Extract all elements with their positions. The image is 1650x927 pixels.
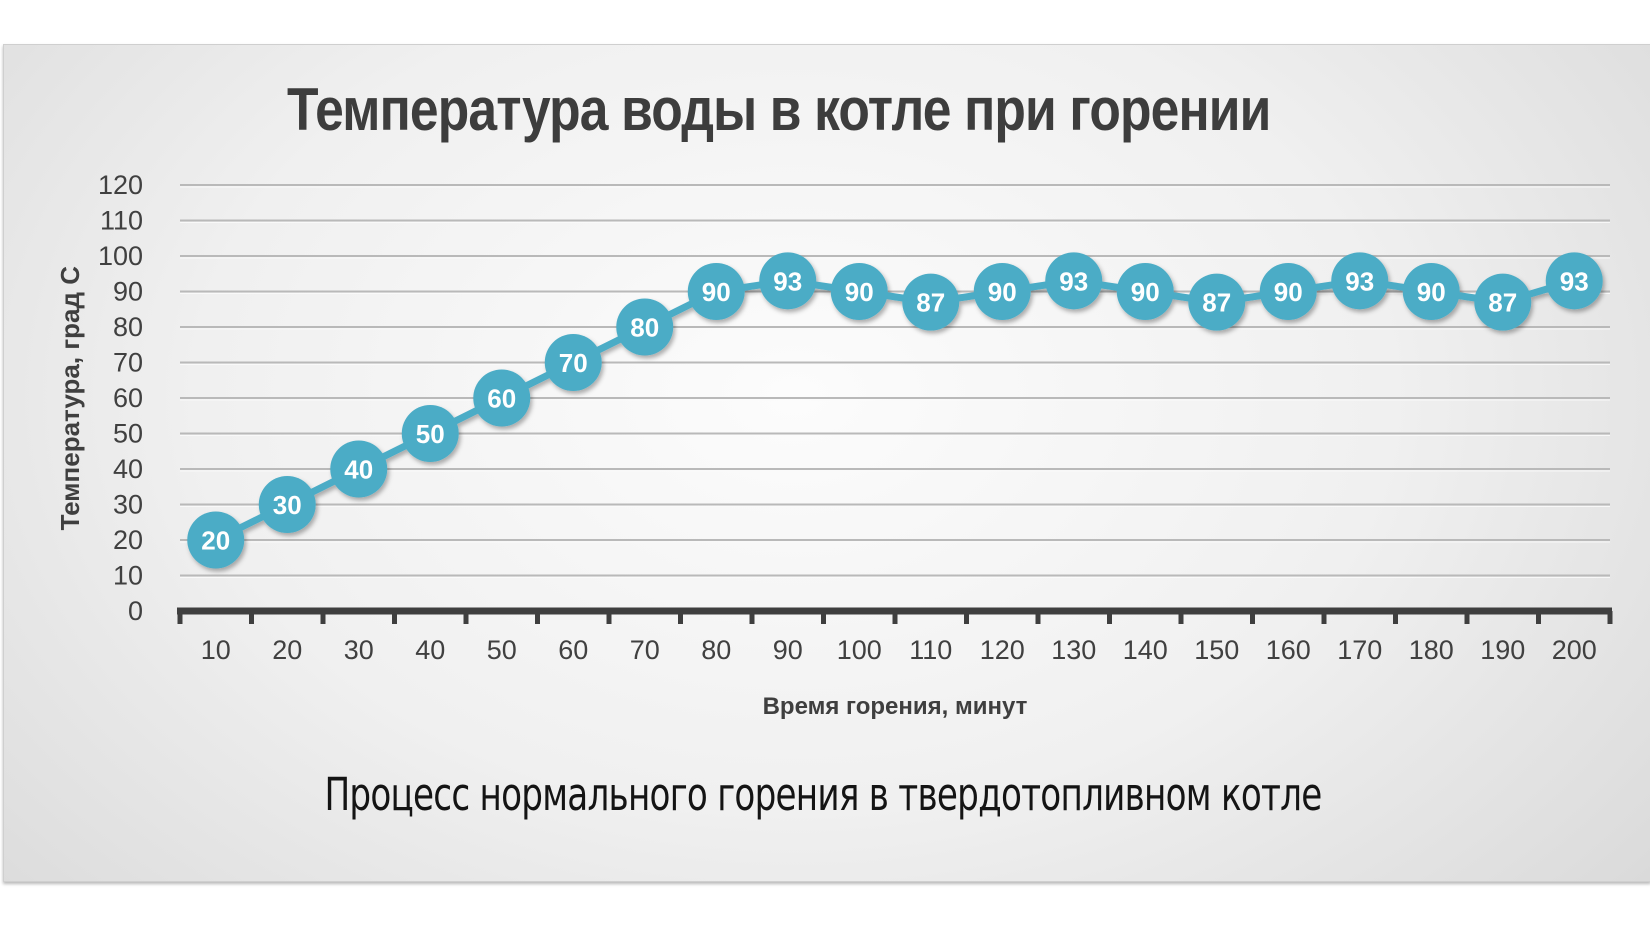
y-tick-label: 30 (113, 490, 143, 520)
data-point-marker (1259, 263, 1317, 320)
data-point-marker (1045, 252, 1103, 310)
x-tick-label: 100 (837, 635, 882, 665)
y-tick-label: 20 (113, 525, 143, 555)
x-tick-label: 160 (1266, 635, 1311, 665)
data-point-label: 93 (1345, 266, 1374, 296)
data-point-marker (544, 334, 602, 391)
data-point-label: 90 (1417, 277, 1446, 307)
data-point-marker (687, 263, 745, 320)
data-point-label: 93 (773, 266, 802, 296)
x-tick-label: 40 (415, 635, 445, 665)
data-point-label: 93 (1560, 266, 1589, 296)
data-point-label: 30 (273, 490, 302, 520)
x-tick-label: 50 (487, 635, 517, 665)
data-point-label: 90 (845, 277, 874, 307)
tick-labels: 0 10 20 30 40 50 60 70 80 90 100 110 120 10 20 30 40 50 60… (98, 170, 1597, 665)
y-tick-label: 100 (98, 241, 143, 271)
x-tick-label: 10 (201, 635, 231, 665)
data-point-label: 60 (487, 384, 516, 414)
x-tick-label: 60 (558, 635, 588, 665)
temperature-series: 20 30 40 50 60 70 80 90 93 90 87 90 93 90 87 90 93 90 87 93 (187, 252, 1603, 569)
data-point-label: 80 (630, 313, 659, 343)
x-tick-label: 20 (272, 635, 302, 665)
data-point-marker (902, 273, 960, 331)
data-point-marker (401, 405, 459, 462)
data-point-marker (759, 252, 817, 310)
data-point-label: 87 (916, 288, 945, 318)
data-point-label: 70 (559, 348, 588, 378)
axes (177, 607, 1613, 624)
x-tick-label: 110 (909, 635, 952, 665)
y-tick-label: 40 (113, 454, 143, 484)
slide-background (3, 44, 1650, 882)
data-point-label: 90 (988, 277, 1017, 307)
y-tick-label: 70 (113, 348, 143, 378)
gridlines (180, 184, 1610, 578)
data-point-marker (616, 298, 674, 356)
slide-caption: Процесс нормального горения в твердотопл… (0, 766, 1646, 826)
data-point-label: 90 (702, 277, 731, 307)
x-tick-label: 130 (1051, 635, 1096, 665)
y-tick-label: 60 (113, 383, 143, 413)
data-point-label: 87 (1202, 288, 1231, 318)
data-point-label: 20 (201, 526, 230, 556)
y-tick-label: 80 (113, 312, 143, 342)
x-tick-label: 150 (1194, 635, 1239, 665)
x-tick-label: 80 (701, 635, 731, 665)
data-point-marker (330, 440, 388, 498)
data-point-marker (1545, 252, 1603, 310)
data-point-label: 50 (416, 419, 445, 449)
y-tick-label: 90 (113, 277, 143, 307)
data-point-label: 90 (1274, 277, 1303, 307)
x-tick-label: 30 (344, 635, 374, 665)
data-point-marker (1474, 273, 1532, 331)
x-tick-label: 70 (630, 635, 660, 665)
x-tick-label: 90 (773, 635, 803, 665)
data-point-marker (830, 263, 888, 320)
x-tick-label: 190 (1480, 635, 1525, 665)
slide-caption-text: Процесс нормального горения в твердотопл… (324, 768, 1322, 821)
data-point-label: 87 (1488, 288, 1517, 318)
x-axis-title: Время горения, минут (762, 693, 1028, 720)
y-tick-label: 120 (98, 170, 143, 200)
data-point-marker (1402, 263, 1460, 320)
y-tick-label: 0 (128, 596, 143, 626)
data-point-marker (1331, 252, 1389, 310)
x-tick-label: 200 (1552, 635, 1597, 665)
chart-title: Температура воды в котле при горении (0, 72, 1558, 148)
data-point-marker (1116, 263, 1174, 320)
y-tick-label: 110 (100, 206, 143, 236)
x-tick-label: 140 (1123, 635, 1168, 665)
x-tick-label: 120 (980, 635, 1025, 665)
data-point-label: 90 (1131, 277, 1160, 307)
data-point-marker (258, 476, 316, 533)
data-point-marker (973, 263, 1031, 320)
x-tick-label: 180 (1409, 635, 1454, 665)
data-point-label: 40 (344, 455, 373, 485)
x-tick-label: 170 (1337, 635, 1382, 665)
y-tick-label: 50 (113, 419, 143, 449)
data-point-marker (473, 369, 531, 427)
chart-title-text: Температура воды в котле при горении (287, 76, 1271, 143)
data-point-marker (1188, 273, 1246, 331)
data-point-label: 93 (1059, 266, 1088, 296)
data-point-marker (187, 511, 245, 569)
y-tick-label: 10 (113, 561, 143, 591)
